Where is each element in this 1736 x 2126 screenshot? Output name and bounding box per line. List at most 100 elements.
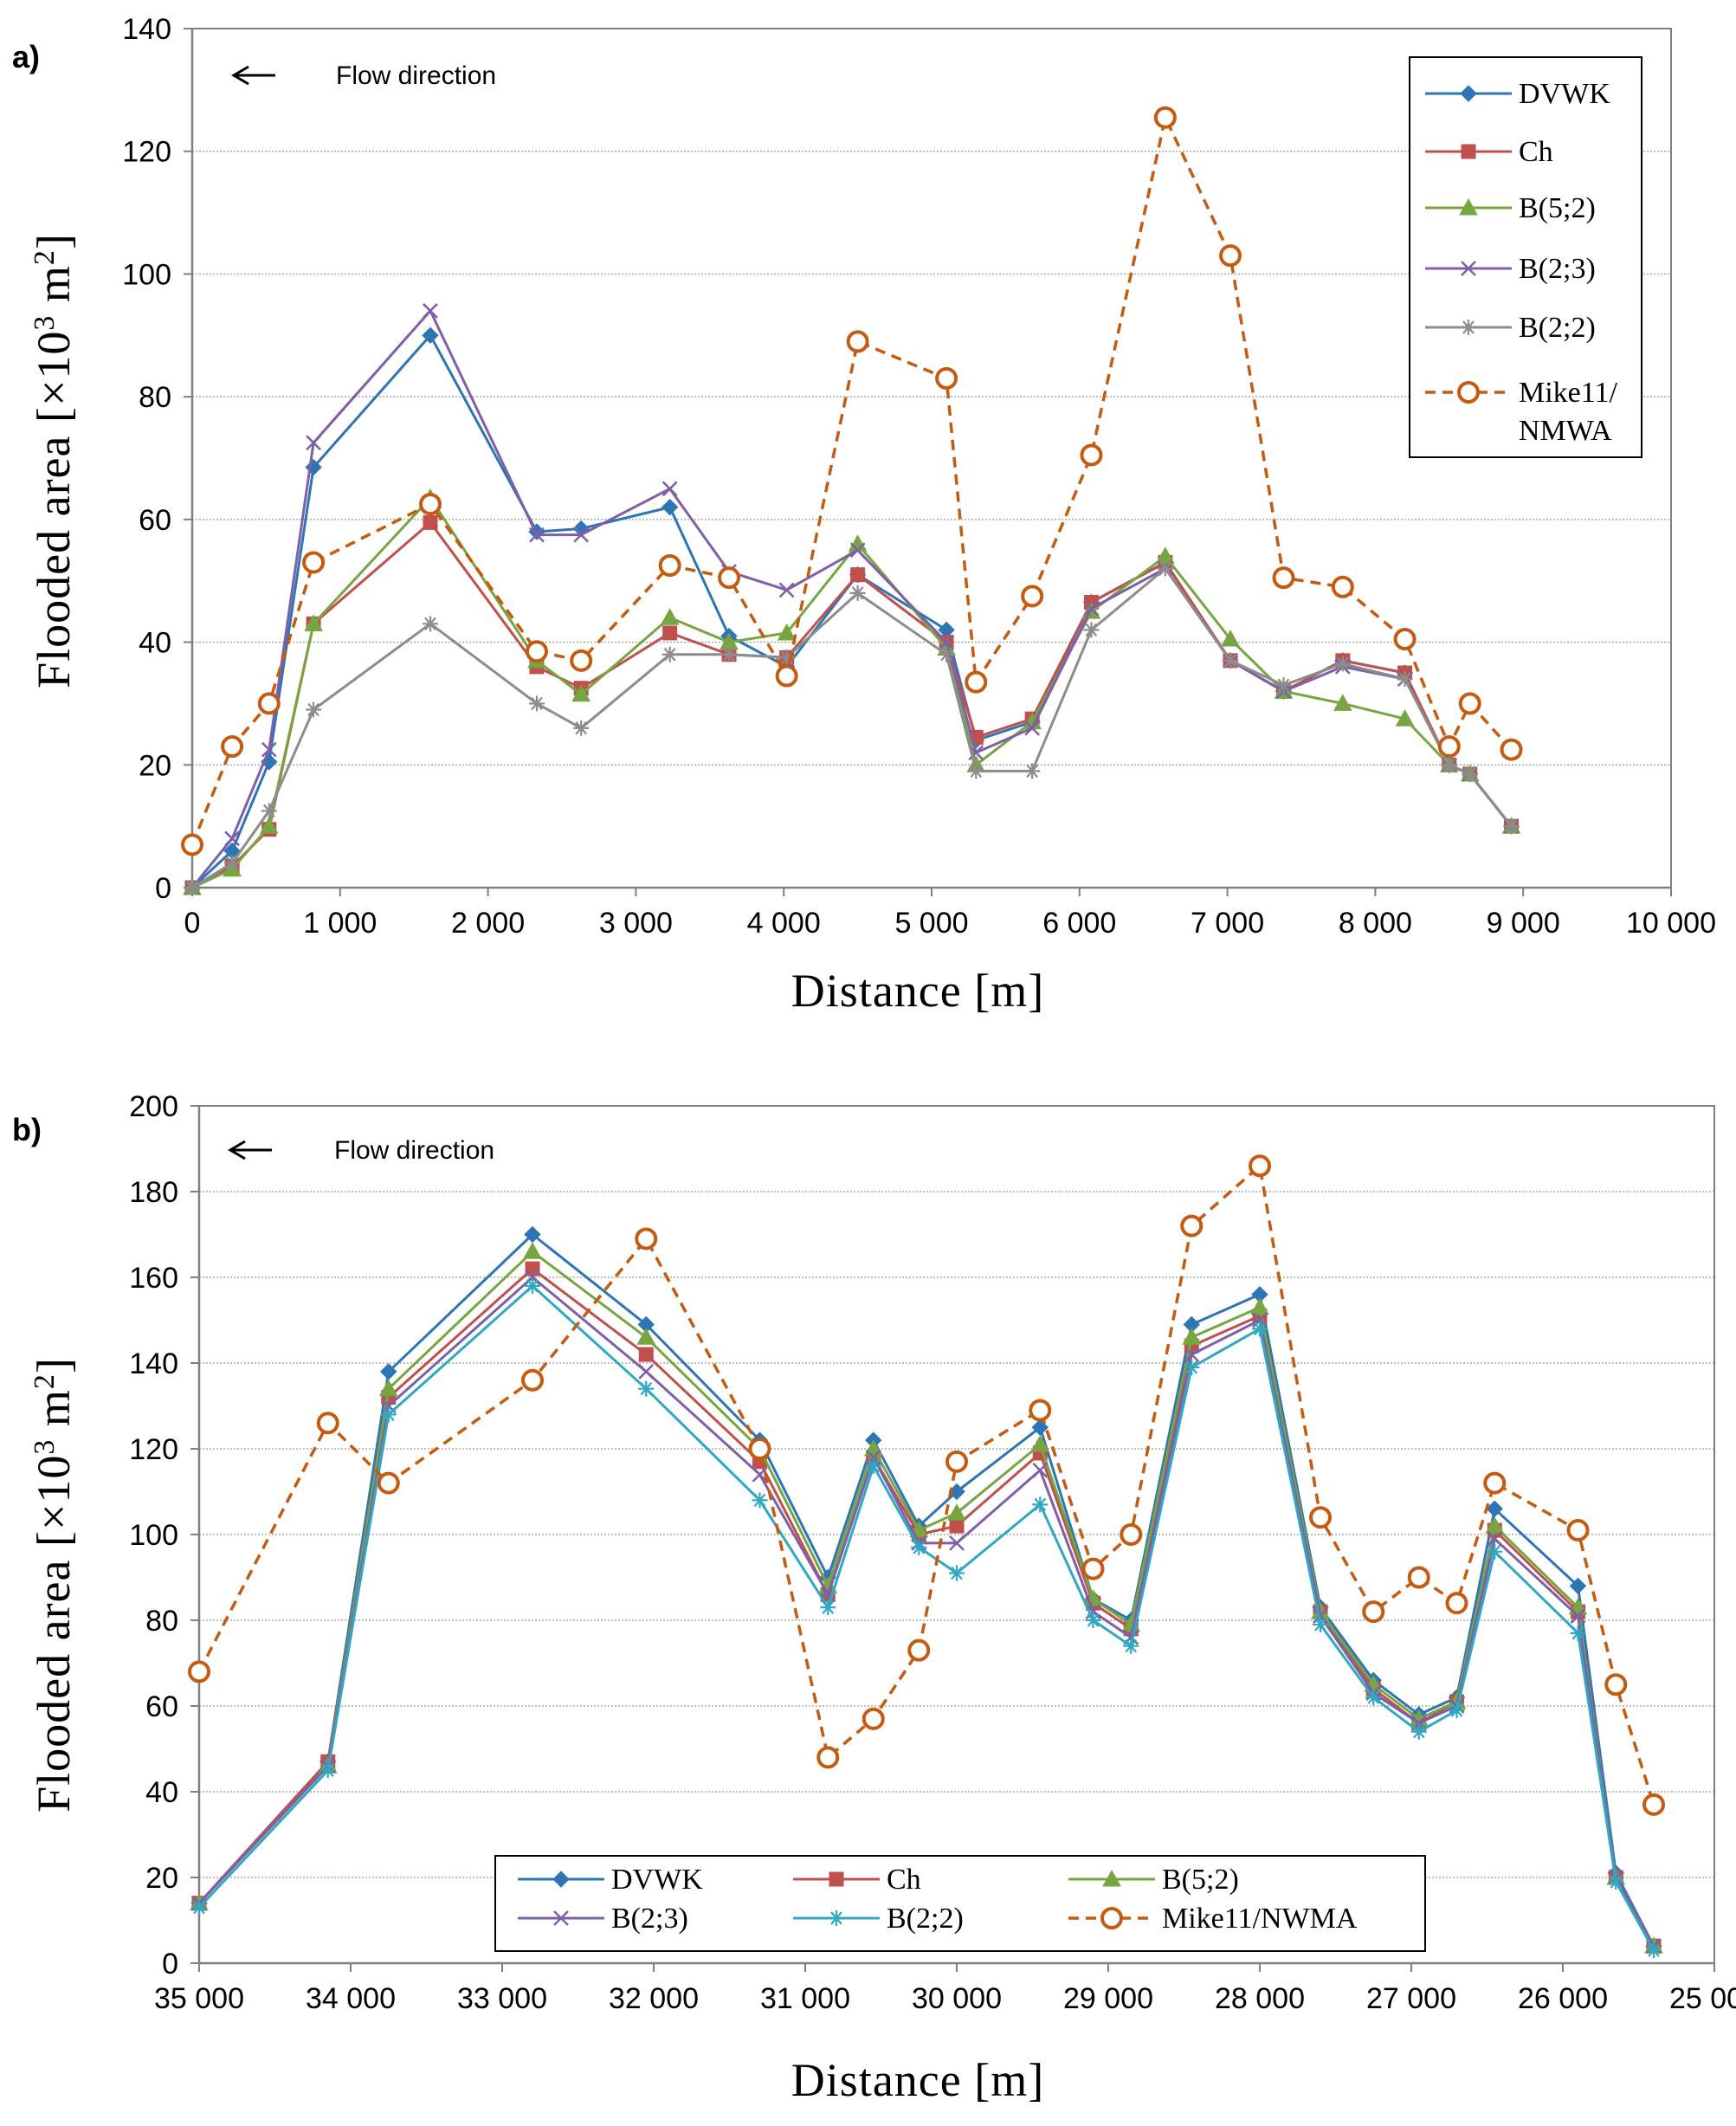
data-point-b-2-3 <box>661 481 678 497</box>
data-point-mike11-nmwa <box>1080 443 1103 467</box>
data-point-mike11-nmwa <box>718 566 741 590</box>
panel-a-legend: DVWK Ch B(5;2) B(2;3) B(2;2) Mike11/NMWA <box>1409 56 1642 458</box>
x-tick-label: 9 000 <box>1487 907 1560 940</box>
y-tick-label: 180 <box>129 1176 178 1209</box>
data-point-b-2-2 <box>261 803 277 819</box>
series-dvwk <box>190 1225 1662 1955</box>
data-point-dvwk <box>661 498 679 516</box>
series-line-b-5-2 <box>197 1250 1655 1947</box>
data-point-b-2-3 <box>1570 1608 1586 1624</box>
data-point-b-2-2 <box>1462 766 1478 782</box>
series-ch <box>184 514 1520 895</box>
y-tick-label: 60 <box>139 504 171 537</box>
data-point-b-5-2 <box>378 1379 398 1397</box>
data-point-b-5-2 <box>523 1242 542 1259</box>
data-point-b-2-2 <box>1646 1942 1662 1959</box>
legend-marker-mike11-nwma <box>1100 1907 1123 1929</box>
legend-label-b-5-2: B(5;2) <box>1519 192 1596 224</box>
series-mike11-nwma <box>188 1154 1665 1816</box>
x-tick-label: 2 000 <box>451 907 525 940</box>
panel-a-label: a) <box>12 39 40 74</box>
legend-box <box>1409 56 1642 458</box>
data-point-mike11-nwma <box>377 1471 400 1495</box>
data-point-b-2-3 <box>849 542 866 559</box>
data-point-b-2-2 <box>1252 1321 1268 1337</box>
data-point-b-5-2 <box>777 623 797 641</box>
x-tick-label: 10 000 <box>1626 907 1716 940</box>
data-point-b-2-2 <box>911 1539 927 1555</box>
data-point-b-2-2 <box>528 695 545 712</box>
x-tick-label: 7 000 <box>1191 907 1264 940</box>
data-point-b-5-2 <box>1030 1435 1050 1452</box>
legend-marker-b-2-2 <box>829 1910 844 1926</box>
y-tick-label: 0 <box>162 1948 178 1981</box>
panel-a-series <box>181 106 1523 896</box>
data-point-mike11-nmwa <box>775 664 798 688</box>
data-point-b-5-2 <box>1333 694 1352 711</box>
data-point-dvwk <box>422 326 439 344</box>
data-point-b-2-2 <box>1123 1638 1139 1654</box>
legend-marker-ch <box>1461 144 1476 159</box>
data-point-mike11-nwma <box>635 1227 658 1250</box>
y-tick-label: 40 <box>145 1776 178 1809</box>
data-point-b-2-3 <box>306 435 321 451</box>
data-point-b-2-3 <box>1083 600 1100 617</box>
data-point-b-2-2 <box>1085 1612 1101 1628</box>
data-point-mike11-nwma <box>945 1450 968 1473</box>
data-point-mike11-nwma <box>1309 1506 1332 1529</box>
data-point-mike11-nmwa <box>181 833 203 856</box>
y-tick-label: 160 <box>129 1262 178 1295</box>
data-point-b-2-2 <box>638 1380 655 1397</box>
x-tick-label: 27 000 <box>1366 1982 1456 2015</box>
y-tick-label: 0 <box>155 872 171 905</box>
data-point-ch <box>525 1261 540 1276</box>
data-point-mike11-nmwa <box>525 640 548 663</box>
data-point-mike11-nwma <box>907 1638 931 1662</box>
data-point-b-2-2 <box>306 701 322 718</box>
data-point-b-2-2 <box>721 646 738 662</box>
panel-a-flow-direction: Flow direction <box>231 61 496 90</box>
data-point-ch <box>423 514 438 530</box>
data-point-mike11-nmwa <box>1437 735 1461 759</box>
data-point-mike11-nmwa <box>1153 106 1177 129</box>
legend-label-b-2-2: B(2;2) <box>887 1903 964 1935</box>
data-point-b-2-2 <box>191 1899 207 1916</box>
x-tick-label: 35 000 <box>154 1982 244 2015</box>
series-line-b-2-2 <box>191 567 1513 889</box>
data-point-b-2-2 <box>778 649 795 666</box>
x-tick-label: 25 000 <box>1669 1982 1736 2015</box>
data-point-b-2-3 <box>638 1364 655 1380</box>
data-point-b-2-2 <box>525 1277 540 1294</box>
data-point-mike11-nwma <box>1445 1592 1468 1615</box>
data-point-b-2-2 <box>865 1457 881 1474</box>
data-point-mike11-nmwa <box>570 649 593 672</box>
y-tick-label: 100 <box>129 1519 178 1552</box>
data-point-ch <box>662 625 678 641</box>
panel-b-x-axis-title: Distance [m] <box>791 2054 1044 2106</box>
x-tick-label: 34 000 <box>306 1982 396 2015</box>
arrowhead-icon <box>231 65 249 86</box>
data-point-b-2-2 <box>1184 1359 1200 1375</box>
data-point-mike11-nmwa <box>1272 566 1295 590</box>
data-point-b-2-2 <box>1441 757 1457 773</box>
series-line-b-2-2 <box>197 1284 1655 1951</box>
legend-marker-b-2-3 <box>553 1910 569 1926</box>
data-point-b-2-2 <box>1608 1873 1624 1890</box>
data-point-mike11-nmwa <box>1393 628 1417 651</box>
legend-marker-b-2-3 <box>1461 261 1476 276</box>
series-line-dvwk <box>190 333 1513 889</box>
data-point-mike11-nmwa <box>1021 585 1044 608</box>
data-point-mike11-nwma <box>1362 1600 1385 1624</box>
data-point-b-2-2 <box>1449 1702 1465 1718</box>
panel-b-flow-direction: Flow direction <box>228 1136 494 1165</box>
y-tick-label: 60 <box>145 1690 178 1723</box>
data-point-b-2-2 <box>319 1762 336 1779</box>
series-b-2-2 <box>191 1277 1662 1959</box>
panel-a-axes <box>184 28 1672 896</box>
data-point-b-2-2 <box>1410 1723 1427 1740</box>
legend-box <box>494 1855 1426 1952</box>
data-point-mike11-nmwa <box>1458 692 1481 715</box>
legend-label-b-5-2: B(5;2) <box>1162 1864 1239 1896</box>
data-point-b-2-3 <box>573 527 590 543</box>
